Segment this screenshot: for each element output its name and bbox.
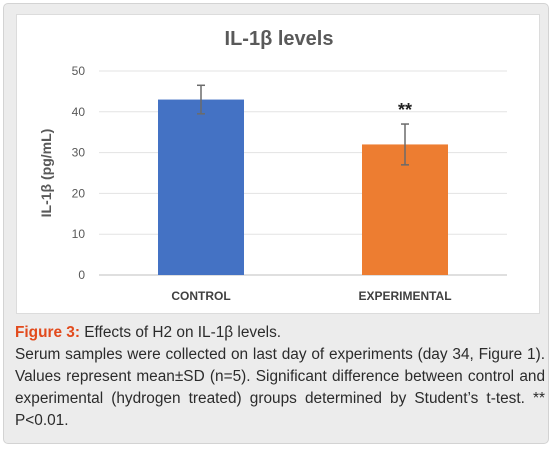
chart-title: IL-1β levels <box>225 28 334 50</box>
x-tick-label: CONTROL <box>171 289 230 303</box>
y-axis-label: IL-1β (pg/mL) <box>38 129 54 218</box>
y-tick-label: 30 <box>72 146 86 160</box>
bar-control <box>158 99 244 275</box>
y-tick-label: 50 <box>72 64 86 78</box>
bar-chart: IL-1β levels 0 10 20 30 40 50 IL-1β (pg/mL) CONT… <box>38 28 507 303</box>
y-tick-label: 0 <box>78 268 85 282</box>
y-tick-label: 40 <box>72 105 86 119</box>
figure-title: Effects of H2 on IL-1β levels. <box>84 324 282 341</box>
bar-experimental <box>362 144 448 275</box>
figure-caption-body: Serum samples were collected on last day… <box>15 346 545 429</box>
y-tick-label: 20 <box>72 186 86 200</box>
significance-marker: ** <box>398 100 412 120</box>
figure-panel: IL-1β levels 0 10 20 30 40 50 IL-1β (pg/mL) CONT… <box>3 3 549 444</box>
figure-label: Figure 3: <box>15 324 80 341</box>
y-tick-label: 10 <box>72 227 86 241</box>
chart-area: IL-1β levels 0 10 20 30 40 50 IL-1β (pg/mL) CONT… <box>16 14 540 314</box>
x-tick-label: EXPERIMENTAL <box>358 289 451 303</box>
figure-caption: Figure 3: Effects of H2 on IL-1β levels.… <box>15 322 545 432</box>
